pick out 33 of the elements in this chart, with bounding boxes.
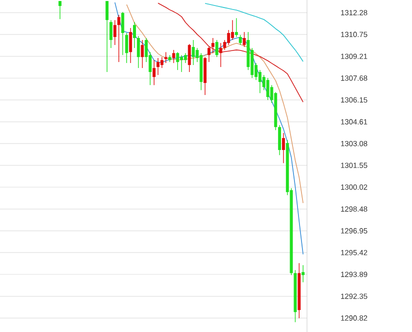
- candlestick: [192, 40, 195, 66]
- candlestick: [231, 20, 234, 40]
- candlestick: [156, 58, 160, 76]
- candlestick: [125, 32, 128, 64]
- candlestick: [129, 28, 132, 64]
- candlestick: [113, 20, 116, 46]
- candlestick: [140, 40, 144, 68]
- candlestick: [278, 124, 282, 156]
- candlestick: [215, 40, 218, 58]
- candlestick: [176, 52, 180, 70]
- candlestick: [180, 54, 184, 72]
- candlestick: [132, 22, 136, 48]
- candlestick: [211, 38, 214, 54]
- candlestick: [172, 50, 176, 64]
- candlestick: [160, 56, 164, 68]
- candlestick: [164, 52, 168, 64]
- candlestick: [227, 30, 230, 46]
- candlestick: [207, 46, 210, 62]
- candlestick: [106, 0, 109, 72]
- candlestick: [184, 52, 187, 64]
- candlestick: [58, 0, 62, 20]
- candlestick: [282, 132, 285, 164]
- candlestick: [238, 34, 242, 46]
- candlestick: [117, 14, 120, 62]
- candlestick: [266, 78, 270, 100]
- candlestick: [152, 60, 156, 86]
- candlestick: [121, 12, 124, 56]
- candlestick: [136, 36, 140, 68]
- candlestick: [242, 32, 246, 48]
- candlestick: [302, 264, 305, 283]
- candlestick: [234, 18, 238, 38]
- candlestick: [109, 20, 112, 48]
- candlestick: [188, 44, 191, 72]
